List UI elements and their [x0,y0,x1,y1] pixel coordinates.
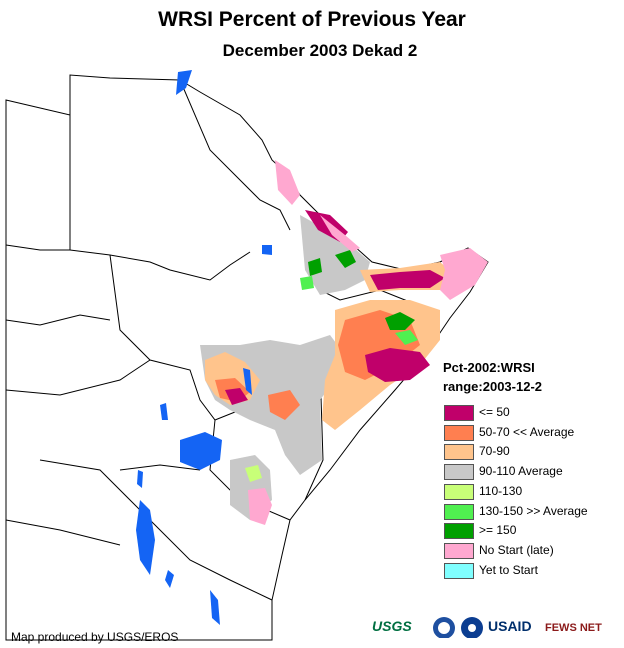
legend-label: 70-90 [479,444,510,459]
credit-text: Map produced by USGS/EROS [11,630,179,644]
usgs-logo: USGS [372,618,412,640]
legend-item: Yet to Start [443,562,623,580]
border [5,244,251,281]
legend-item: 110-130 [443,483,623,501]
noaa-logo [433,617,455,638]
fews-net-logo-text: FEWS NET [545,622,602,634]
map-title: WRSI Percent of Previous Year [158,8,466,31]
legend-swatch [444,523,474,540]
legend-swatch [444,562,474,579]
lake-rukwa [165,570,174,588]
legend-swatch [444,444,474,461]
lake-nasser [176,70,192,95]
usaid-logo: USAID [488,618,532,640]
legend-swatch [444,503,474,520]
legend-label: No Start (late) [479,542,554,557]
lake-malawi [210,590,220,625]
lake-turkana [243,368,252,395]
lake-kivu [137,470,143,488]
legend-swatch [444,464,474,481]
legend-swatch [444,424,474,441]
legend-swatch [444,542,474,559]
legend-item: 90-110 Average [443,463,623,481]
legend-label: 130-150 >> Average [479,503,588,518]
legend-swatch [444,405,474,421]
lake-albert [160,403,168,420]
legend-item: >= 150 [443,522,623,540]
border [39,459,273,601]
lake-victoria [180,432,222,470]
map-subtitle: December 2003 Dekad 2 [222,41,418,60]
fews-net-logo: FEWS NET [545,622,602,644]
legend-label: >= 150 [479,523,517,538]
legend-heading-1: Pct-2002:WRSI [443,360,535,375]
legend-item: 130-150 >> Average [443,503,623,521]
lake-tanganyika [136,500,155,575]
legend-item: 70-90 [443,443,623,461]
legend-item: 50-70 << Average [443,424,623,442]
border [5,314,111,326]
legend-heading-2: range:2003-12-2 [443,379,542,394]
legend-label: Yet to Start [479,562,538,577]
legend-item: No Start (late) [443,542,623,560]
legend-label: 50-70 << Average [479,424,575,439]
border [5,519,121,546]
nasa-logo [461,617,483,638]
water-bodies [136,70,272,625]
usaid-logo-text: USAID [488,618,532,634]
lake-tana [262,245,272,255]
border [179,79,291,231]
legend: Pct-2002:WRSI range:2003-12-2 <= 50 50-70… [443,358,623,579]
border [5,359,151,396]
legend-label: <= 50 [479,405,510,419]
usgs-logo-text: USGS [372,618,412,634]
legend-swatch [444,483,474,500]
legend-item: <= 50 [443,404,623,422]
legend-label: 90-110 Average [479,464,563,479]
border [119,464,201,471]
wrsi-raster [200,160,488,525]
legend-label: 110-130 [479,483,523,498]
